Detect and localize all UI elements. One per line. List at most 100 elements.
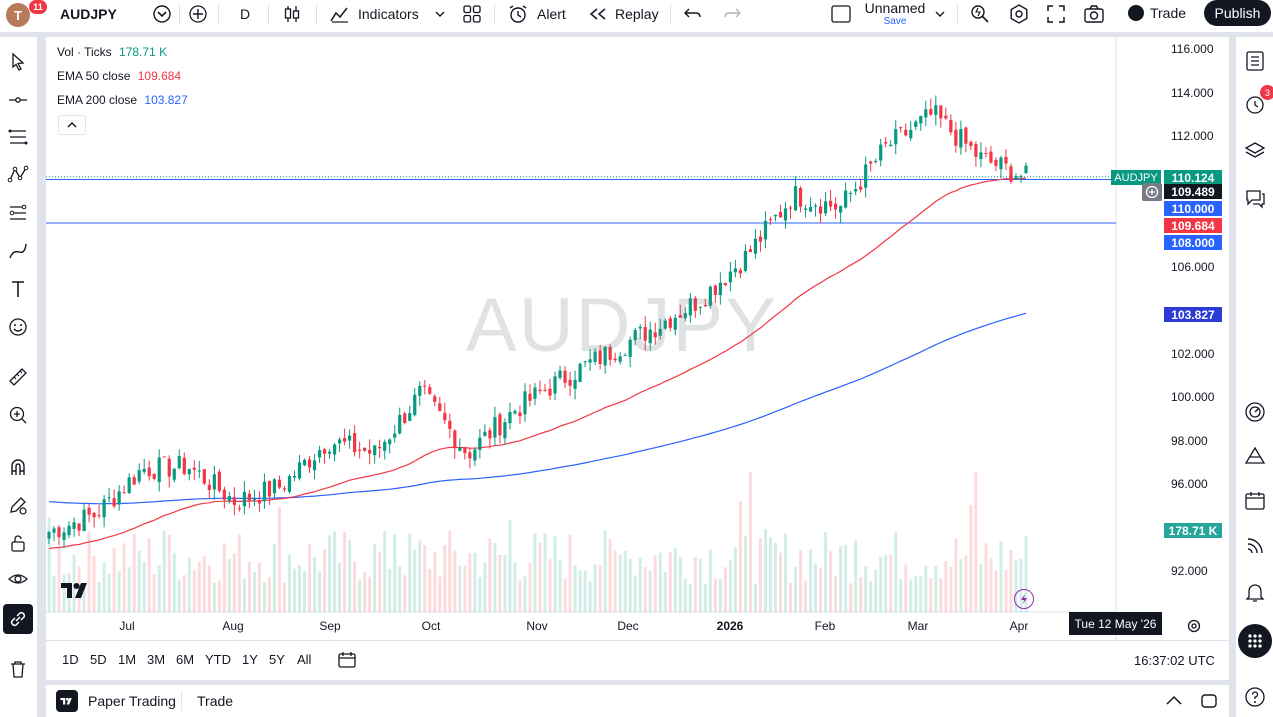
sync-link-icon[interactable]: [3, 604, 33, 634]
legend-collapse-button[interactable]: [58, 115, 86, 135]
candle-body: [107, 497, 111, 499]
candle-body: [673, 317, 677, 330]
volume-bar: [147, 538, 151, 612]
stay-in-drawing-mode-icon[interactable]: [3, 490, 33, 520]
candle-body: [247, 493, 252, 501]
remove-drawings-trash-icon[interactable]: [3, 654, 33, 684]
chat-icon[interactable]: [1240, 183, 1270, 213]
help-question-icon[interactable]: [1240, 682, 1270, 712]
news-stream-icon[interactable]: [1240, 531, 1270, 561]
candle-body: [102, 499, 106, 518]
candle-body: [363, 447, 367, 451]
technicals-gauge-icon[interactable]: [1240, 397, 1270, 427]
trend-line-tool-icon[interactable]: [3, 85, 33, 115]
go-to-date-icon[interactable]: [336, 650, 358, 675]
candle-body: [152, 473, 156, 479]
volume-legend[interactable]: Vol · Ticks 178.71 K: [57, 45, 167, 59]
utc-clock[interactable]: 16:37:02 UTC: [1134, 653, 1215, 668]
lock-drawings-icon[interactable]: [3, 528, 33, 558]
ema200-price-label: 103.827: [1164, 307, 1222, 322]
calendar-icon[interactable]: [1240, 486, 1270, 516]
cursor-tool-icon[interactable]: [3, 47, 33, 77]
object-tree-layers-icon[interactable]: [1240, 136, 1270, 166]
fib-retracement-tool-icon[interactable]: [3, 198, 33, 228]
layout-square-icon[interactable]: [830, 0, 852, 28]
redo-icon[interactable]: [722, 0, 742, 28]
symbol-menu-icon[interactable]: [151, 0, 173, 28]
maximize-panel-icon[interactable]: [1200, 692, 1218, 715]
add-alert-plus-icon[interactable]: [1142, 183, 1162, 201]
quick-search-icon[interactable]: [969, 0, 991, 28]
user-avatar[interactable]: T 11: [6, 0, 47, 27]
ruler-tool-icon[interactable]: [3, 362, 33, 392]
indicators-button[interactable]: Indicators: [330, 0, 419, 28]
range-button-3m[interactable]: 3M: [147, 652, 166, 667]
alerts-clock-icon[interactable]: 3: [1240, 85, 1273, 119]
volume-bar: [588, 581, 592, 612]
hide-drawings-eye-icon[interactable]: [3, 564, 33, 594]
indicators-dropdown-icon[interactable]: [434, 0, 446, 28]
volume-bar: [733, 547, 737, 612]
volume-bar: [513, 562, 517, 612]
volume-bar: [794, 566, 798, 612]
notifications-bell-icon[interactable]: [1240, 577, 1270, 607]
axis-settings-gear-icon[interactable]: [1186, 618, 1202, 639]
ema200-legend[interactable]: EMA 200 close 103.827: [57, 93, 188, 107]
volume-bar: [277, 507, 281, 612]
undo-icon[interactable]: [683, 0, 703, 28]
brush-tool-icon[interactable]: [3, 236, 33, 266]
candle-body: [463, 447, 467, 454]
symbol-search[interactable]: AUDJPY: [60, 0, 117, 28]
bottom-panel-tabs: Paper Trading Trade: [46, 685, 1229, 717]
range-button-1d[interactable]: 1D: [62, 652, 79, 667]
paper-trading-tab[interactable]: Paper Trading: [88, 693, 176, 709]
layout-name-button[interactable]: Unnamed Save: [864, 1, 926, 28]
ema50-legend[interactable]: EMA 50 close 109.684: [57, 69, 181, 83]
snapshot-camera-icon[interactable]: [1083, 0, 1105, 28]
compare-symbol-icon[interactable]: [188, 0, 208, 28]
volume-bar: [408, 533, 412, 612]
horizontal-lines-tool-icon[interactable]: [3, 122, 33, 152]
tradingview-watermark-logo[interactable]: [60, 580, 92, 605]
range-button-6m[interactable]: 6M: [176, 652, 195, 667]
chart-canvas[interactable]: [46, 37, 1229, 640]
volume-bar: [313, 556, 317, 612]
pattern-tool-icon[interactable]: [3, 160, 33, 190]
alert-button[interactable]: Alert: [507, 0, 566, 28]
zoom-in-tool-icon[interactable]: [3, 400, 33, 430]
lightning-events-icon[interactable]: [1014, 589, 1034, 609]
candles-icon[interactable]: [283, 0, 301, 28]
volume-bar: [969, 505, 973, 612]
range-button-1m[interactable]: 1M: [118, 652, 137, 667]
range-button-ytd[interactable]: YTD: [205, 652, 231, 667]
watchlist-icon[interactable]: [1240, 46, 1270, 76]
candle-body: [428, 387, 432, 394]
layout-dropdown-icon[interactable]: [934, 0, 946, 28]
candle-body: [944, 115, 948, 119]
volume-bar: [503, 555, 507, 612]
last-price-label: 110.124: [1164, 170, 1222, 185]
top-toolbar: T 11 AUDJPY D Indicators: [0, 0, 1273, 28]
publish-button[interactable]: Publish: [1204, 0, 1271, 26]
trade-button[interactable]: Trade: [1119, 1, 1195, 25]
range-button-5d[interactable]: 5D: [90, 652, 107, 667]
magnet-tool-icon[interactable]: [3, 452, 33, 482]
settings-gear-icon[interactable]: [1008, 0, 1030, 28]
range-button-all[interactable]: All: [297, 652, 312, 667]
layout-templates-icon[interactable]: [462, 0, 482, 28]
range-button-1y[interactable]: 1Y: [242, 652, 258, 667]
fullscreen-icon[interactable]: [1046, 0, 1066, 28]
candle-body: [728, 271, 732, 283]
ideas-triangle-icon[interactable]: [1240, 441, 1270, 471]
trade-tab[interactable]: Trade: [197, 693, 234, 709]
time-tick-label: Sep: [319, 619, 341, 633]
chart-pane[interactable]: AUDJPY Vol · Ticks 178.71 K EMA 50 close…: [46, 37, 1229, 640]
replay-button[interactable]: Replay: [589, 0, 659, 28]
alerts-badge: 3: [1260, 85, 1273, 100]
range-button-5y[interactable]: 5Y: [269, 652, 285, 667]
emoji-tool-icon[interactable]: [3, 312, 33, 342]
expand-panel-chevron-up-icon[interactable]: [1165, 693, 1183, 712]
products-grid-icon[interactable]: [1238, 624, 1272, 658]
text-tool-icon[interactable]: [3, 274, 33, 304]
interval-button[interactable]: D: [240, 0, 250, 28]
